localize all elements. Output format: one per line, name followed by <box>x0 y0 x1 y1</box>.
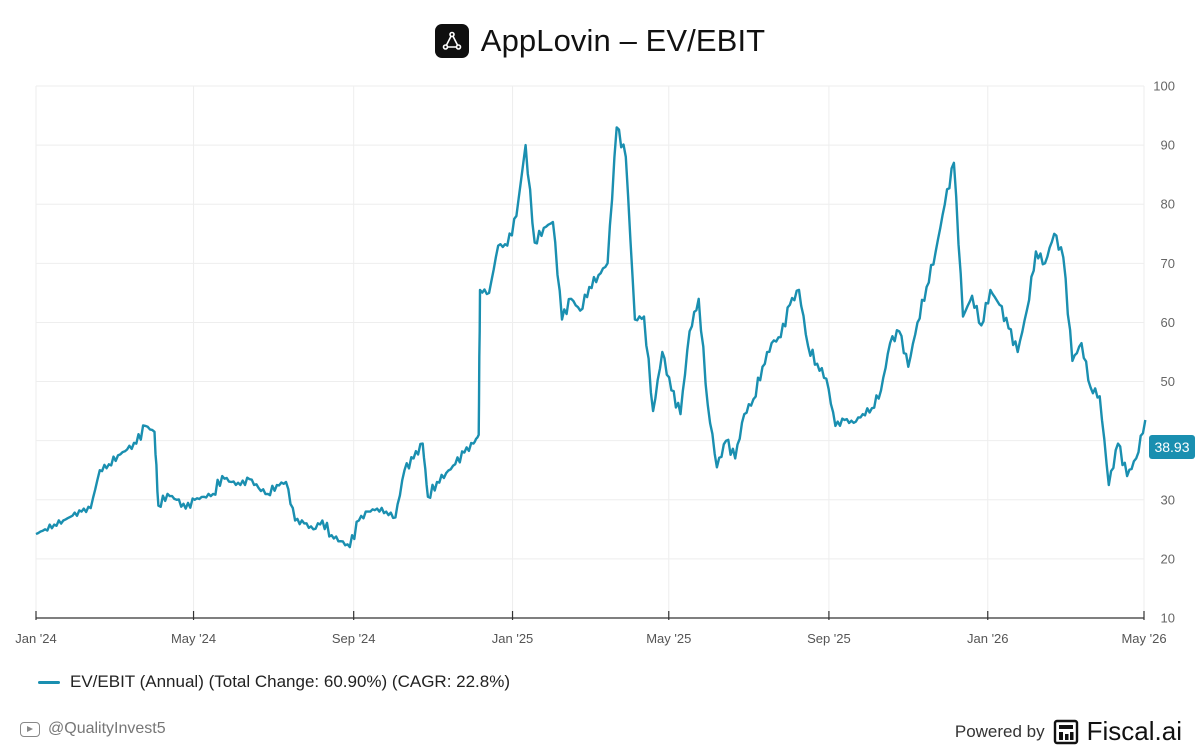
powered-by-text: Powered by <box>954 721 1045 741</box>
y-tick-label: 70 <box>1161 256 1175 271</box>
y-tick-label: 80 <box>1161 197 1175 212</box>
y-tick-label: 50 <box>1161 374 1175 389</box>
x-tick-label: Jan '26 <box>967 631 1009 646</box>
x-tick-label: Jan '25 <box>492 631 534 646</box>
x-tick-label: May '24 <box>171 631 216 646</box>
last-value-label: 38.93 <box>1154 439 1189 455</box>
handle-text: @QualityInvest5 <box>48 720 166 737</box>
legend-label: EV/EBIT (Annual) (Total Change: 60.90%) … <box>70 672 510 691</box>
powered-by[interactable]: Powered by Fiscal.ai <box>955 716 1182 747</box>
x-tick-label: Sep '24 <box>332 631 376 646</box>
fiscal-calculator-icon <box>1053 719 1078 744</box>
legend-swatch <box>38 680 60 684</box>
chart-header: AppLovin – EV/EBIT <box>0 18 1200 64</box>
x-tick-label: Jan '24 <box>15 631 57 646</box>
x-tick-label: May '25 <box>646 631 691 646</box>
y-tick-label: 60 <box>1161 315 1175 330</box>
last-value-badge <box>1149 434 1195 459</box>
y-tick-label: 20 <box>1161 551 1175 566</box>
applovin-logo-icon <box>434 24 469 58</box>
series-line <box>35 126 1147 549</box>
youtube-icon <box>20 721 40 737</box>
x-tick-label: Sep '25 <box>807 631 851 646</box>
author-handle[interactable]: @QualityInvest5 <box>20 720 166 738</box>
x-tick-label: May '26 <box>1121 631 1166 646</box>
y-tick-label: 30 <box>1161 492 1175 507</box>
brand-name: Fiscal.ai <box>1086 716 1182 746</box>
chart-title: AppLovin – EV/EBIT <box>480 23 766 58</box>
y-tick-label: 90 <box>1161 138 1175 153</box>
y-tick-label: 10 <box>1161 611 1175 626</box>
chart-legend[interactable]: EV/EBIT (Annual) (Total Change: 60.90%) … <box>38 672 510 692</box>
y-tick-label: 100 <box>1153 79 1175 94</box>
